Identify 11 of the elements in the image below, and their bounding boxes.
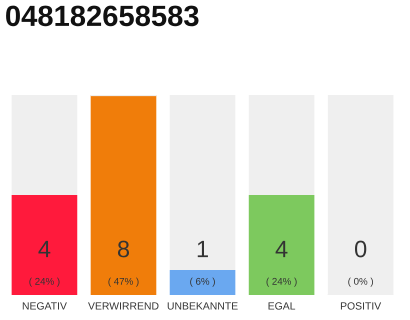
x-tick-label: EGAL xyxy=(268,302,296,310)
data-label: 0 ( 0% ) xyxy=(348,240,373,287)
data-label: 8 ( 47% ) xyxy=(108,240,139,287)
x-tick-label: UNBEKANNTE xyxy=(168,302,238,310)
chart-title: 048182658583 xyxy=(6,6,199,26)
x-tick-label: POSITIV xyxy=(340,302,382,310)
x-tick-label: NEGATIV xyxy=(22,302,67,310)
x-tick-label: VERWIRREND xyxy=(88,302,158,310)
data-label: 1 ( 6% ) xyxy=(190,240,215,287)
data-label: 4 ( 24% ) xyxy=(29,240,60,287)
data-label: 4 ( 24% ) xyxy=(266,240,297,287)
